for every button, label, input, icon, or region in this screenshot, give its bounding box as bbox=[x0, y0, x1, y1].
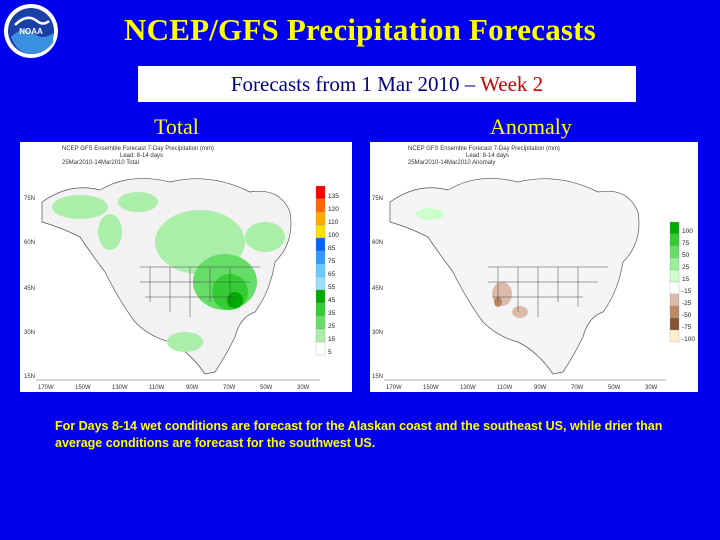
legend-label: 75 bbox=[328, 258, 336, 265]
anomaly-map: NCEP GFS Ensemble Forecast 7-Day Precipi… bbox=[370, 142, 698, 392]
legend-swatch bbox=[669, 305, 680, 319]
noaa-logo: NOAA bbox=[4, 4, 58, 58]
north-america-land bbox=[389, 178, 640, 375]
anomaly-shading bbox=[416, 208, 528, 318]
legend-swatch bbox=[315, 211, 326, 226]
legend-label: 135 bbox=[328, 193, 339, 200]
lon-label: 30W bbox=[297, 385, 310, 391]
subtitle-prefix: Forecasts from 1 Mar 2010 – bbox=[230, 72, 481, 96]
legend-swatch bbox=[315, 198, 326, 213]
lon-label: 150W bbox=[423, 385, 439, 391]
lon-label: 150W bbox=[75, 385, 91, 391]
legend-swatch bbox=[669, 293, 680, 307]
legend-label: -25 bbox=[682, 300, 692, 307]
color-legend: 135 120 110 100 85 75 65 55 45 35 25 15 5 bbox=[315, 185, 339, 356]
legend-label: 100 bbox=[328, 232, 339, 239]
legend-label: 55 bbox=[328, 284, 336, 291]
map-header-line: NCEP GFS Ensemble Forecast 7-Day Precipi… bbox=[408, 146, 560, 152]
legend-swatch bbox=[669, 257, 680, 271]
anomaly-label: Anomaly bbox=[490, 114, 572, 139]
legend-label: 120 bbox=[328, 206, 339, 213]
lon-label: 30W bbox=[645, 385, 658, 391]
legend-swatch bbox=[669, 329, 680, 343]
legend-label: 5 bbox=[328, 349, 332, 356]
total-map: NCEP GFS Ensemble Forecast 7-Day Precipi… bbox=[20, 142, 352, 392]
lat-label: 45N bbox=[24, 286, 35, 292]
legend-label: 45 bbox=[328, 297, 336, 304]
legend-label: 25 bbox=[682, 264, 690, 271]
caption: For Days 8-14 wet conditions are forecas… bbox=[55, 418, 695, 452]
map-header-line: 25Mar2010-14Mar2010 Anomaly bbox=[408, 160, 495, 166]
lon-label: 170W bbox=[386, 385, 402, 391]
page-title: NCEP/GFS Precipitation Forecasts bbox=[124, 12, 596, 47]
legend-label: 110 bbox=[328, 219, 339, 226]
subtitle-box: Forecasts from 1 Mar 2010 – Week 2 bbox=[138, 66, 636, 102]
map-header-line: 25Mar2010-14Mar2010 Total bbox=[62, 160, 139, 166]
legend-swatch bbox=[669, 221, 680, 235]
lat-label: 45N bbox=[372, 286, 383, 292]
lat-label: 30N bbox=[372, 330, 383, 336]
lon-label: 110W bbox=[149, 385, 165, 391]
legend-swatch bbox=[669, 269, 680, 283]
lon-label: 70W bbox=[223, 385, 236, 391]
legend-swatch bbox=[315, 263, 326, 278]
caption-highlight: Days 8-14 bbox=[78, 419, 137, 433]
legend-label: 15 bbox=[682, 276, 690, 283]
legend-label: 85 bbox=[328, 245, 336, 252]
legend-swatch bbox=[315, 224, 326, 239]
lat-label: 15N bbox=[372, 374, 383, 380]
legend-label: 65 bbox=[328, 271, 336, 278]
legend-swatch bbox=[315, 341, 326, 356]
legend-swatch bbox=[669, 317, 680, 331]
subtitle-week: Week 2 bbox=[480, 72, 544, 96]
legend-label: 35 bbox=[328, 310, 336, 317]
lat-label: 30N bbox=[24, 330, 35, 336]
legend-label: -15 bbox=[682, 288, 692, 295]
lon-label: 110W bbox=[497, 385, 513, 391]
lat-label: 60N bbox=[24, 240, 35, 246]
precip-shading bbox=[52, 192, 285, 352]
map-header-line: NCEP GFS Ensemble Forecast 7-Day Precipi… bbox=[62, 146, 214, 152]
lon-label: 130W bbox=[112, 385, 128, 391]
legend-swatch bbox=[669, 233, 680, 247]
lat-label: 60N bbox=[372, 240, 383, 246]
legend-swatch bbox=[669, 281, 680, 295]
legend-swatch bbox=[315, 302, 326, 317]
map-header-line: Lead: 8-14 days bbox=[120, 153, 163, 159]
lon-label: 50W bbox=[608, 385, 621, 391]
lat-label: 75N bbox=[24, 196, 35, 202]
borders bbox=[140, 266, 260, 317]
legend-label: 15 bbox=[328, 336, 336, 343]
legend-label: -75 bbox=[682, 324, 692, 331]
legend-swatch bbox=[315, 276, 326, 291]
lon-label: 170W bbox=[38, 385, 54, 391]
lon-label: 90W bbox=[534, 385, 547, 391]
legend-label: 25 bbox=[328, 323, 336, 330]
lat-label: 15N bbox=[24, 374, 35, 380]
legend-label: -100 bbox=[682, 336, 695, 343]
legend-swatch bbox=[315, 185, 326, 200]
legend-label: 75 bbox=[682, 240, 690, 247]
caption-part2: wet conditions are forecast for the Alas… bbox=[55, 419, 663, 450]
legend-label: -50 bbox=[682, 312, 692, 319]
legend-swatch bbox=[315, 328, 326, 343]
total-label: Total bbox=[154, 114, 199, 139]
legend-swatch bbox=[315, 237, 326, 252]
lon-label: 90W bbox=[186, 385, 199, 391]
legend-label: 100 bbox=[682, 228, 693, 235]
lon-label: 130W bbox=[460, 385, 476, 391]
lon-label: 50W bbox=[260, 385, 273, 391]
borders bbox=[488, 266, 608, 317]
lat-label: 75N bbox=[372, 196, 383, 202]
legend-swatch bbox=[669, 245, 680, 259]
lon-label: 70W bbox=[571, 385, 584, 391]
color-legend: 100 75 50 25 15 -15 -25 -50 -75 -100 bbox=[669, 221, 695, 343]
legend-label: 50 bbox=[682, 252, 690, 259]
legend-swatch bbox=[315, 289, 326, 304]
caption-part1: For bbox=[55, 419, 79, 433]
logo-text: NOAA bbox=[19, 27, 43, 36]
legend-swatch bbox=[315, 250, 326, 265]
legend-swatch bbox=[315, 315, 326, 330]
map-header-line: Lead: 8-14 days bbox=[466, 153, 509, 159]
